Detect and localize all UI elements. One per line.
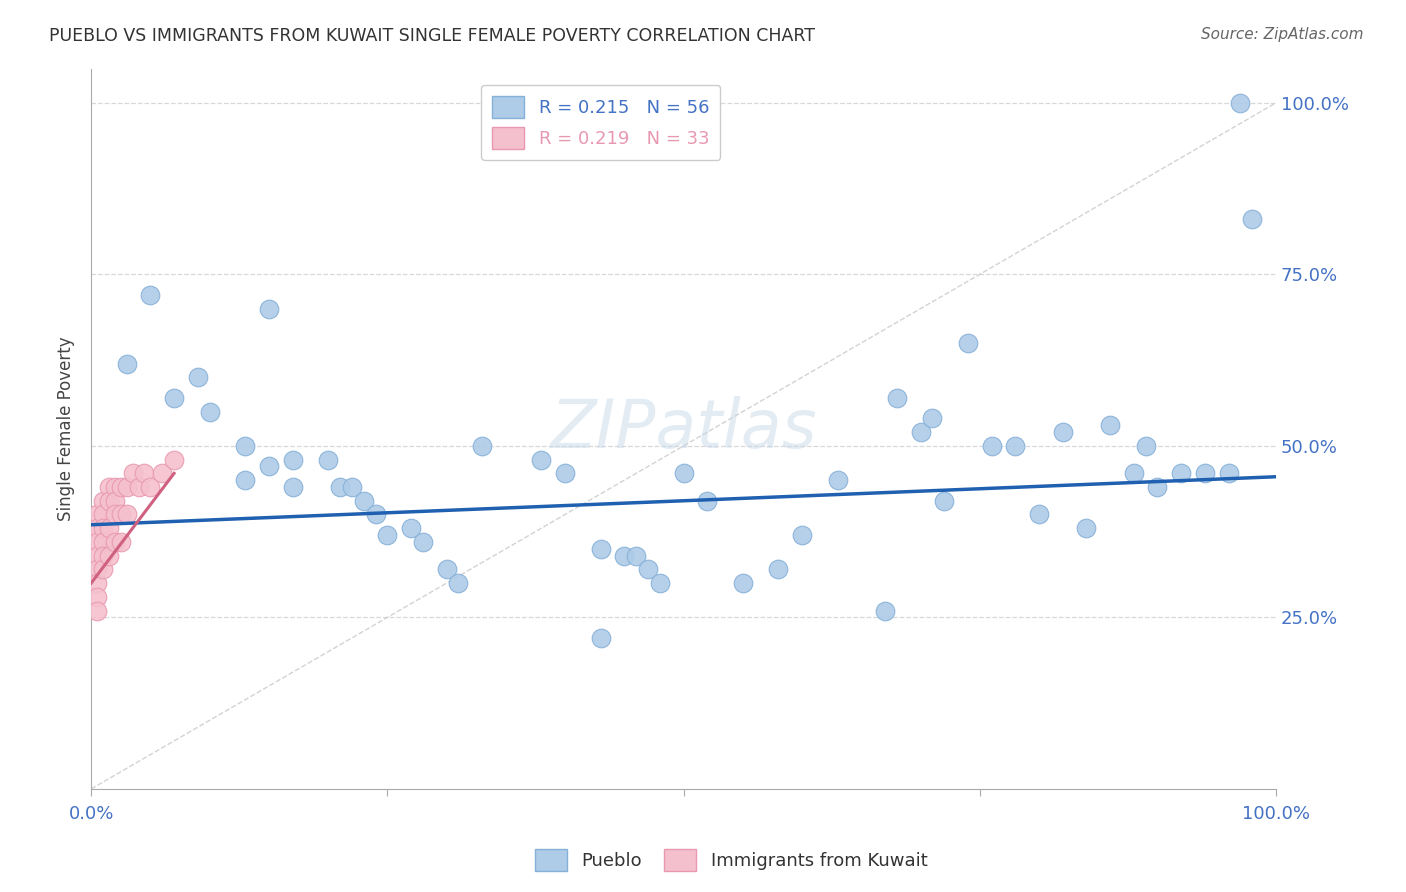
Point: [257, 459, 280, 474]
Point: [233, 439, 256, 453]
Point: [624, 549, 647, 563]
Point: [731, 576, 754, 591]
Point: [198, 404, 221, 418]
Point: [1052, 425, 1074, 439]
Point: [1122, 467, 1144, 481]
Point: [1194, 467, 1216, 481]
Point: [377, 528, 399, 542]
Point: [150, 467, 173, 481]
Text: ZIPatlas: ZIPatlas: [550, 396, 817, 462]
Point: [91, 521, 114, 535]
Point: [86, 562, 108, 576]
Point: [412, 535, 434, 549]
Point: [257, 301, 280, 316]
Point: [436, 562, 458, 576]
Point: [233, 473, 256, 487]
Point: [399, 521, 422, 535]
Point: [316, 452, 339, 467]
Point: [672, 467, 695, 481]
Point: [97, 549, 120, 563]
Point: [86, 549, 108, 563]
Point: [637, 562, 659, 576]
Point: [86, 576, 108, 591]
Point: [104, 508, 127, 522]
Point: [589, 631, 612, 645]
Point: [471, 439, 494, 453]
Y-axis label: Single Female Poverty: Single Female Poverty: [58, 336, 75, 521]
Point: [91, 493, 114, 508]
Point: [86, 603, 108, 617]
Point: [115, 357, 138, 371]
Point: [956, 335, 979, 350]
Point: [110, 535, 132, 549]
Point: [1028, 508, 1050, 522]
Point: [281, 480, 304, 494]
Point: [104, 493, 127, 508]
Point: [1146, 480, 1168, 494]
Point: [91, 535, 114, 549]
Legend: Pueblo, Immigrants from Kuwait: Pueblo, Immigrants from Kuwait: [527, 842, 935, 879]
Point: [86, 535, 108, 549]
Point: [447, 576, 470, 591]
Point: [554, 467, 576, 481]
Point: [1099, 418, 1122, 433]
Point: [980, 439, 1002, 453]
Point: [128, 480, 150, 494]
Point: [1218, 467, 1240, 481]
Point: [97, 480, 120, 494]
Point: [827, 473, 849, 487]
Point: [121, 467, 143, 481]
Point: [110, 508, 132, 522]
Point: [613, 549, 636, 563]
Point: [91, 562, 114, 576]
Point: [696, 493, 718, 508]
Text: Source: ZipAtlas.com: Source: ZipAtlas.com: [1201, 27, 1364, 42]
Point: [768, 562, 790, 576]
Point: [104, 535, 127, 549]
Point: [139, 480, 162, 494]
Point: [1170, 467, 1192, 481]
Point: [163, 391, 186, 405]
Point: [873, 603, 896, 617]
Point: [1229, 95, 1251, 110]
Point: [187, 370, 209, 384]
Point: [589, 541, 612, 556]
Point: [139, 288, 162, 302]
Point: [1076, 521, 1098, 535]
Text: PUEBLO VS IMMIGRANTS FROM KUWAIT SINGLE FEMALE POVERTY CORRELATION CHART: PUEBLO VS IMMIGRANTS FROM KUWAIT SINGLE …: [49, 27, 815, 45]
Point: [1135, 439, 1157, 453]
Point: [115, 508, 138, 522]
Point: [91, 549, 114, 563]
Point: [340, 480, 363, 494]
Point: [97, 521, 120, 535]
Point: [530, 452, 553, 467]
Point: [1241, 212, 1264, 227]
Point: [163, 452, 186, 467]
Point: [86, 590, 108, 604]
Text: 0.0%: 0.0%: [69, 805, 114, 823]
Point: [364, 508, 387, 522]
Point: [91, 508, 114, 522]
Point: [281, 452, 304, 467]
Point: [86, 508, 108, 522]
Text: 100.0%: 100.0%: [1241, 805, 1310, 823]
Point: [104, 480, 127, 494]
Point: [134, 467, 156, 481]
Point: [886, 391, 908, 405]
Point: [648, 576, 671, 591]
Point: [934, 493, 956, 508]
Point: [115, 480, 138, 494]
Point: [86, 521, 108, 535]
Point: [790, 528, 813, 542]
Point: [329, 480, 352, 494]
Point: [110, 480, 132, 494]
Point: [353, 493, 375, 508]
Point: [1004, 439, 1026, 453]
Point: [921, 411, 943, 425]
Point: [97, 493, 120, 508]
Point: [910, 425, 932, 439]
Legend: R = 0.215   N = 56, R = 0.219   N = 33: R = 0.215 N = 56, R = 0.219 N = 33: [481, 85, 720, 160]
